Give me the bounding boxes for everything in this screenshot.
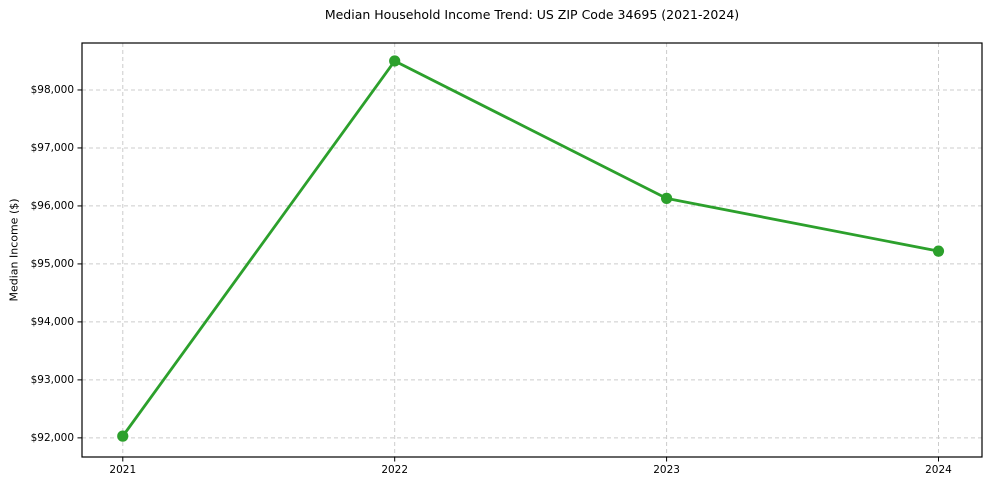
x-tick-label: 2023 — [653, 464, 680, 476]
income-trend-line — [121, 59, 940, 438]
y-tick-label: $94,000 — [30, 315, 74, 328]
y-tick-label: $98,000 — [30, 83, 74, 96]
y-tick-label: $97,000 — [30, 141, 74, 154]
y-tick-label: $93,000 — [30, 373, 74, 386]
x-tick-label: 2024 — [925, 464, 952, 476]
y-tick-label: $96,000 — [30, 199, 74, 212]
y-axis-label: Median Income ($) — [7, 198, 21, 302]
data-point-marker — [117, 430, 129, 442]
x-tick-label: 2022 — [381, 464, 409, 476]
chart-title: Median Household Income Trend: US ZIP Co… — [324, 7, 740, 22]
plot-border — [81, 42, 983, 458]
x-tick-label: 2021 — [109, 464, 137, 476]
y-tick-label: $92,000 — [30, 431, 74, 444]
data-point-marker — [660, 192, 673, 204]
data-point-marker — [389, 55, 401, 67]
y-tick-label: $95,000 — [30, 257, 74, 270]
data-point-marker — [932, 245, 945, 257]
